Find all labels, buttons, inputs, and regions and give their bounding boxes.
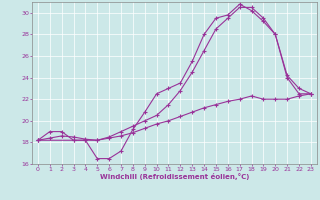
X-axis label: Windchill (Refroidissement éolien,°C): Windchill (Refroidissement éolien,°C) [100, 173, 249, 180]
